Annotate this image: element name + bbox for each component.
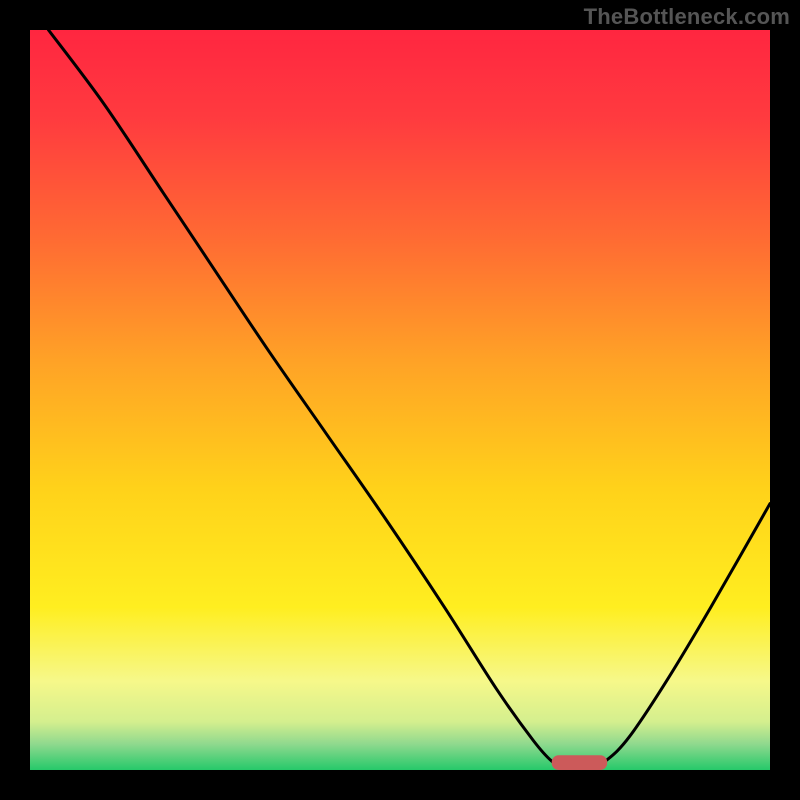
watermark-text: TheBottleneck.com	[584, 4, 790, 30]
bottleneck-chart	[0, 0, 800, 800]
gradient-background	[30, 30, 770, 770]
optimal-range-marker	[552, 755, 608, 770]
